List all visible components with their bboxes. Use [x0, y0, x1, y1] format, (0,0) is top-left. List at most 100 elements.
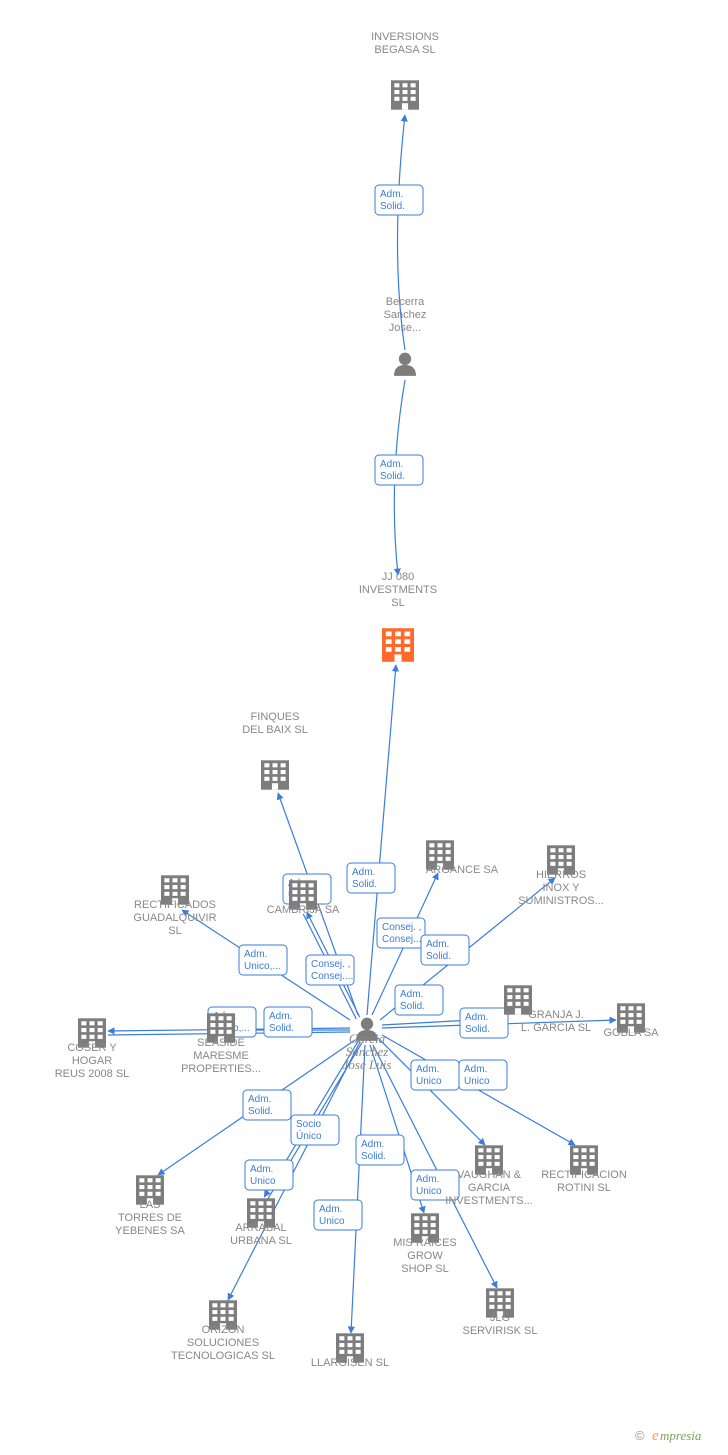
company-node[interactable]: ARGANCE SA	[426, 840, 499, 876]
edge-label: Adm.	[416, 1174, 439, 1185]
node-label: ARRABAL	[235, 1222, 286, 1234]
node-label: VAUGHAN &	[457, 1169, 522, 1181]
edge-label: Consej....	[382, 934, 424, 945]
edge-label: Socio	[296, 1119, 321, 1130]
edge-label: Solid.	[380, 201, 405, 212]
edge-label: Adm.	[465, 1012, 488, 1023]
node-label: Becerra	[386, 296, 425, 308]
edge-label: Adm.	[464, 1064, 487, 1075]
edge-label: Adm.	[361, 1139, 384, 1150]
node-label: URBANA SL	[230, 1235, 292, 1247]
edge-label: Consej....	[311, 971, 353, 982]
node-label: LAS	[140, 1199, 161, 1211]
node-label: GUADALQUIVIR	[133, 912, 216, 924]
watermark: © empresia	[635, 1428, 702, 1444]
node-label: L. GARCIA SL	[521, 1022, 591, 1034]
company-node[interactable]: VAUGHAN &GARCIAINVESTMENTS...	[445, 1145, 532, 1207]
edge-label: Único	[296, 1129, 322, 1142]
node-label: SERVIRISK SL	[463, 1325, 538, 1337]
person-node[interactable]: BecerraSanchezJose...	[384, 296, 427, 376]
company-node[interactable]: GOBLA SA	[603, 1003, 659, 1039]
edge-label: Adm.	[400, 989, 423, 1000]
edge-label: Solid.	[361, 1151, 386, 1162]
node-label: SOLUCIONES	[187, 1337, 259, 1349]
edge-label: Adm.	[380, 459, 403, 470]
edge-label: Adm.	[250, 1164, 273, 1175]
node-label: BEGASA SL	[374, 44, 435, 56]
node-label: YEBENES SA	[115, 1225, 185, 1237]
edge	[378, 1038, 485, 1145]
company-node[interactable]: RECTIFICADOSGUADALQUIVIRSL	[133, 875, 216, 937]
company-node[interactable]: ARRABALURBANA SL	[230, 1198, 292, 1247]
edge-label: Adm.	[269, 1011, 292, 1022]
node-label: FINQUES	[251, 711, 300, 723]
edge	[367, 665, 396, 1015]
edge-label: Unico	[250, 1176, 276, 1187]
edge-label: Adm.	[416, 1064, 439, 1075]
edge-label: Solid.	[400, 1001, 425, 1012]
node-label: SL	[391, 597, 404, 609]
node-label: SEASIDE	[197, 1037, 245, 1049]
node-label: INVERSIONS	[371, 31, 439, 43]
edge-label: Unico	[416, 1186, 442, 1197]
edge-label: Solid.	[269, 1023, 294, 1034]
company-node[interactable]: MIS RAICESGROWSHOP SL	[393, 1213, 457, 1275]
watermark-text: mpresia	[660, 1428, 702, 1443]
node-label: Jose Luis	[343, 1057, 392, 1072]
edge-label: Consej. ,	[382, 922, 421, 933]
node-label: MIS RAICES	[393, 1237, 457, 1249]
nodes-layer: INVERSIONSBEGASA SL BecerraSanchezJose...…	[55, 31, 659, 1369]
company-node[interactable]: JJ 080INVESTMENTSSL	[359, 571, 437, 662]
edge-label: Adm.	[352, 867, 375, 878]
node-label: RECTIFICADOS	[134, 899, 216, 911]
edge-label: Unico,...	[244, 961, 281, 972]
company-node[interactable]: COSER YHOGARREUS 2008 SL	[55, 1018, 130, 1080]
edge-label: Adm.	[319, 1204, 342, 1215]
copyright-symbol: ©	[635, 1428, 645, 1443]
person-node[interactable]: GarciaSanchezJose Luis	[343, 1018, 392, 1072]
node-label: HIERROS	[536, 869, 586, 881]
node-label: ARGANCE SA	[426, 864, 499, 876]
company-node[interactable]: ORIZONSOLUCIONESTECNOLOGICAS SL	[171, 1300, 275, 1362]
node-label: GARCIA	[468, 1182, 511, 1194]
edge-label: Adm.	[380, 189, 403, 200]
edge	[351, 1045, 365, 1333]
node-label: INVESTMENTS	[359, 584, 437, 596]
company-node[interactable]: FINQUESDEL BAIX SL	[242, 711, 308, 790]
node-label: INOX Y	[542, 882, 580, 894]
node-label: Jose...	[389, 322, 421, 334]
edge-label: Solid.	[352, 879, 377, 890]
edge-label: Unico	[319, 1216, 345, 1227]
edge-label: Unico	[416, 1076, 442, 1087]
node-label: ROTINI SL	[557, 1182, 611, 1194]
edge-label: Solid.	[248, 1106, 273, 1117]
node-label: LLARGISEN SL	[311, 1357, 389, 1369]
node-label: GRANJA J.	[528, 1009, 584, 1021]
company-node[interactable]: GRANJA J.L. GARCIA SL	[504, 985, 591, 1034]
node-label: JJ 080	[382, 571, 414, 583]
edge-label: Adm.	[426, 939, 449, 950]
company-node[interactable]: HIERROSINOX YSUMINISTROS...	[518, 845, 604, 907]
node-label: SL	[168, 925, 181, 937]
company-node[interactable]: RECTIFICACIONROTINI SL	[541, 1145, 627, 1194]
node-label: RECTIFICACION	[541, 1169, 627, 1181]
network-diagram: Adm.Solid.Adm.Solid.Adm.Solid.Adm.UnicoC…	[0, 0, 728, 1455]
node-label: INVESTMENTS...	[445, 1195, 532, 1207]
edge-label: Unico	[464, 1076, 490, 1087]
node-label: TECNOLOGICAS SL	[171, 1350, 275, 1362]
company-node[interactable]: JLGSERVIRISK SL	[463, 1288, 538, 1337]
node-label: CAMBRIJA SA	[267, 904, 340, 916]
node-label: GOBLA SA	[603, 1027, 659, 1039]
node-label: SHOP SL	[401, 1263, 449, 1275]
company-node[interactable]: INVERSIONSBEGASA SL	[371, 31, 439, 110]
watermark-e: e	[652, 1428, 659, 1444]
node-label: Sanchez	[384, 309, 427, 321]
node-label: COSER Y	[67, 1042, 117, 1054]
node-label: HOGAR	[72, 1055, 112, 1067]
edge-label: Solid.	[380, 471, 405, 482]
company-node[interactable]: LASTORRES DEYEBENES SA	[115, 1175, 185, 1237]
company-node[interactable]: LLARGISEN SL	[311, 1333, 389, 1369]
edge-label: Solid.	[426, 951, 451, 962]
node-label: REUS 2008 SL	[55, 1068, 130, 1080]
node-label: JLG	[490, 1312, 510, 1324]
